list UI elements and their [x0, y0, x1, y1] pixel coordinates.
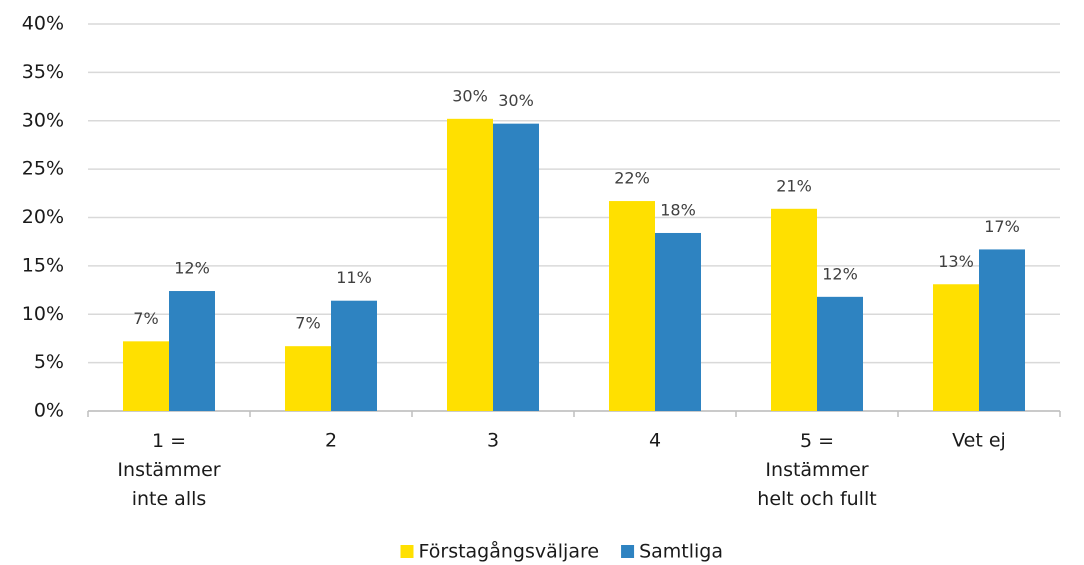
bar: [817, 296, 863, 411]
y-tick-label: 25%: [22, 158, 64, 180]
data-label: 30%: [498, 91, 534, 110]
bar: [979, 249, 1025, 411]
bar: [771, 208, 817, 411]
data-label: 13%: [938, 252, 974, 271]
data-label: 12%: [822, 264, 858, 283]
legend-swatch: [621, 545, 635, 558]
data-label: 22%: [614, 169, 650, 188]
y-tick-label: 15%: [22, 254, 64, 276]
x-tick-label: Vet ej: [952, 430, 1006, 452]
bar: [493, 123, 539, 411]
data-label: 17%: [984, 217, 1020, 236]
legend-label: Förstagångsväljare: [419, 540, 600, 563]
data-label: 30%: [452, 86, 488, 105]
legend-label: Samtliga: [639, 541, 723, 563]
x-tick-label: 2: [325, 430, 337, 452]
x-tick-label: 5 = Instämmer helt och fullt: [757, 430, 876, 510]
x-tick-label: 1 = Instämmer inte alls: [117, 430, 220, 510]
y-tick-label: 5%: [34, 351, 64, 373]
data-label: 7%: [295, 314, 320, 333]
y-tick-label: 35%: [22, 61, 64, 83]
bar: [331, 300, 377, 411]
data-label: 11%: [336, 268, 372, 287]
bar: [933, 284, 979, 411]
legend-swatch: [400, 545, 414, 558]
bar: [123, 341, 169, 411]
x-tick-label: 3: [487, 430, 499, 452]
bar: [609, 201, 655, 411]
y-tick-label: 30%: [22, 109, 64, 131]
bar: [285, 346, 331, 411]
bar: [655, 232, 701, 411]
y-tick-label: 40%: [22, 13, 64, 35]
data-label: 7%: [133, 309, 158, 328]
y-tick-label: 20%: [22, 206, 64, 228]
bar: [169, 291, 215, 411]
y-tick-label: 0%: [34, 400, 64, 422]
x-tick-label: 4: [649, 430, 661, 452]
y-tick-label: 10%: [22, 303, 64, 325]
bar: [447, 118, 493, 411]
data-label: 21%: [776, 176, 812, 195]
data-label: 12%: [174, 259, 210, 278]
data-label: 18%: [660, 200, 696, 219]
